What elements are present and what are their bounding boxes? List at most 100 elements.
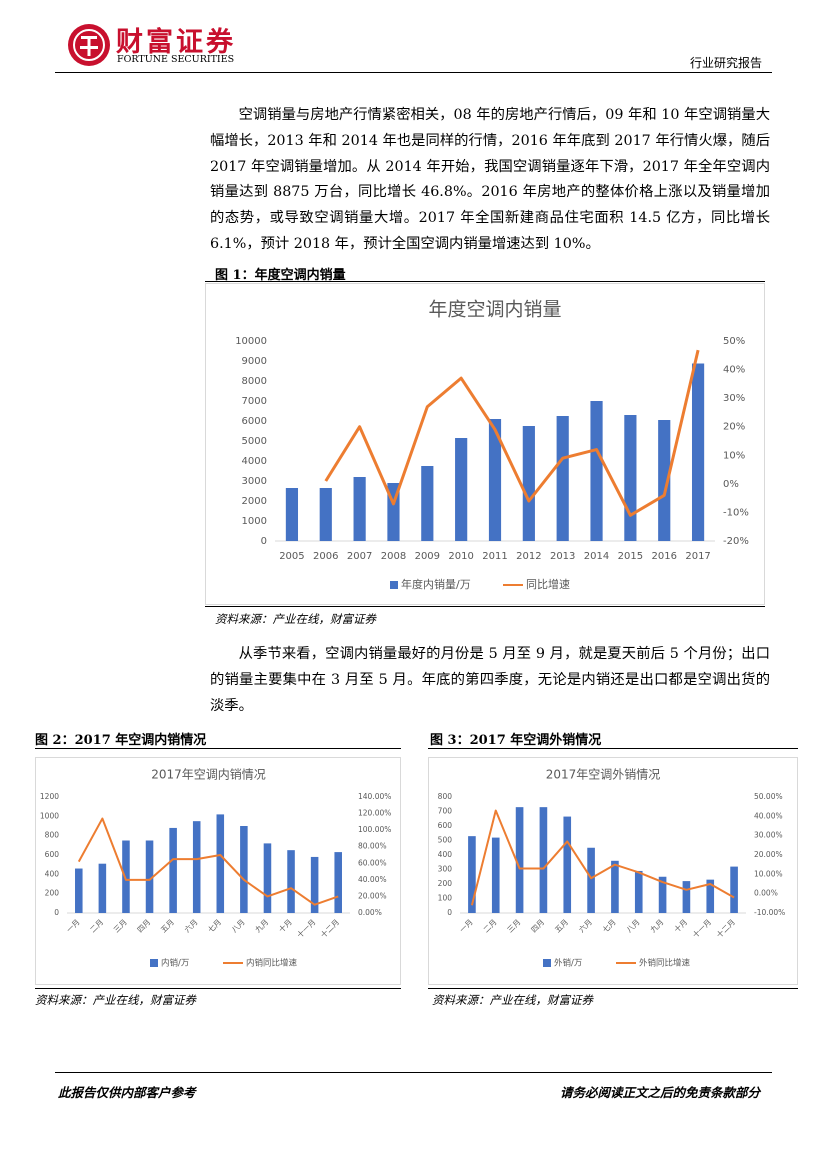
y-tick-label: 400 (438, 850, 453, 859)
bar (658, 876, 667, 913)
figure-rule (428, 748, 798, 749)
y-tick-label: 6000 (242, 416, 267, 427)
line-series (324, 349, 700, 517)
bar (556, 416, 569, 541)
bar (590, 401, 603, 541)
y-tick-label: 1000 (242, 516, 267, 527)
y2-tick-label: 60.00% (358, 858, 387, 867)
y-tick-label: 600 (438, 821, 453, 830)
bar (522, 426, 535, 541)
bar (192, 821, 201, 913)
x-tick-label: 2011 (482, 551, 507, 562)
y-tick-label: 300 (438, 865, 453, 874)
y2-tick-label: 40.00% (358, 875, 387, 884)
brand: 财富证券 (116, 27, 236, 58)
legend-label: 外销同比增速 (639, 958, 691, 969)
bar (488, 419, 502, 541)
figure-rule (35, 988, 401, 989)
bar (658, 420, 671, 541)
legend-swatch (150, 959, 158, 967)
y2-tick-label: 30.00% (754, 831, 783, 840)
x-tick-label: 2013 (550, 551, 575, 562)
y2-tick-label: 100.00% (358, 825, 391, 834)
chart-title: 年度空调内销量 (428, 299, 561, 321)
header-rule (55, 72, 772, 73)
bar (310, 856, 319, 913)
x-tick-label: 2016 (652, 551, 677, 562)
line-series (470, 809, 735, 906)
bar (539, 807, 548, 913)
chart: 年度空调内销量 0 1000 2000 3000 4000 5000 6000 7000 8000… (205, 283, 765, 605)
bar (468, 836, 476, 913)
y2-tick-label: -10.00% (754, 908, 785, 917)
y-tick-label: 0 (261, 536, 267, 547)
x-tick-label: 2014 (584, 551, 609, 562)
bar (285, 488, 299, 541)
y-tick-label: 800 (45, 831, 60, 840)
y2-tick-label: 10.00% (754, 869, 783, 878)
chart-title: 2017年空调内销情况 (151, 768, 266, 782)
x-tick-label: 2015 (618, 551, 643, 562)
figure-source: 资料来源：产业在线，财富证券 (432, 993, 593, 1007)
figure-caption: 图 3：2017 年空调外销情况 (430, 733, 602, 748)
bar (730, 866, 738, 913)
bar (421, 466, 434, 541)
y-tick-label: 8000 (242, 376, 267, 387)
bar (587, 847, 595, 913)
bar (682, 881, 691, 913)
figure-caption: 图 2：2017 年空调内销情况 (35, 733, 207, 748)
y-tick-label: 10000 (235, 336, 267, 347)
bar (319, 488, 332, 541)
y-tick-label: 5000 (242, 436, 267, 447)
bar (706, 879, 715, 913)
chart: 2017年空调外销情况 0 100 200 300 400 500 600 700 800 -10.… (428, 757, 798, 985)
y2-tick-label: -20% (723, 536, 749, 547)
y-tick-label: 200 (438, 879, 453, 888)
x-tick-label: 2006 (313, 551, 338, 562)
y-tick-label: 700 (438, 807, 453, 816)
y2-tick-label: 10% (723, 450, 745, 461)
bar (240, 826, 248, 913)
y2-tick-label: -10% (723, 507, 749, 518)
line-series (77, 817, 339, 906)
y2-tick-label: 140.00% (358, 792, 391, 801)
y2-tick-label: 20.00% (754, 850, 783, 859)
footer-left: 此报告仅供内部客户参考 (58, 1085, 196, 1100)
bar (169, 827, 177, 913)
footer-right: 请务必阅读正文之后的免责条款部分 (560, 1085, 761, 1100)
y-tick-label: 600 (45, 850, 60, 859)
y-tick-label: 2000 (242, 496, 267, 507)
legend-swatch (543, 959, 551, 967)
figure-rule (205, 606, 765, 607)
bar (287, 850, 295, 913)
y-tick-label: 100 (438, 894, 453, 903)
y-tick-label: 800 (438, 792, 453, 801)
bar (624, 415, 637, 541)
y-tick-label: 7000 (242, 396, 267, 407)
x-tick-label: 2005 (279, 551, 304, 562)
y-tick-label: 500 (438, 836, 453, 845)
figure-rule (35, 748, 401, 749)
bar (515, 807, 524, 913)
paragraph: 空调销量与房地产行情紧密相关，08 年的房地产行情后，09 年和 10 年空调销… (210, 107, 770, 252)
y2-tick-label: 40% (723, 365, 745, 376)
chart-title: 2017年空调外销情况 (546, 768, 661, 782)
x-tick-label: 2008 (381, 551, 406, 562)
bar (634, 870, 643, 913)
y2-tick-label: 50.00% (754, 792, 783, 801)
bar (216, 814, 225, 913)
y2-tick-label: 120.00% (358, 809, 391, 818)
y2-tick-label: 20.00% (358, 891, 387, 900)
y-tick-label: 9000 (242, 356, 267, 367)
report-type: 行业研究报告 (690, 56, 763, 70)
bar (491, 837, 500, 913)
y-tick-label: 0 (54, 908, 59, 917)
x-tick-label: 2009 (415, 551, 440, 562)
legend-label: 内销同比增速 (246, 958, 298, 969)
logo-icon (68, 24, 110, 66)
y-tick-label: 1200 (40, 792, 59, 801)
bar (75, 868, 83, 913)
figure-source: 资料来源：产业在线，财富证券 (35, 993, 196, 1007)
legend-label: 同比增速 (526, 577, 570, 591)
y2-tick-label: 80.00% (358, 842, 387, 851)
